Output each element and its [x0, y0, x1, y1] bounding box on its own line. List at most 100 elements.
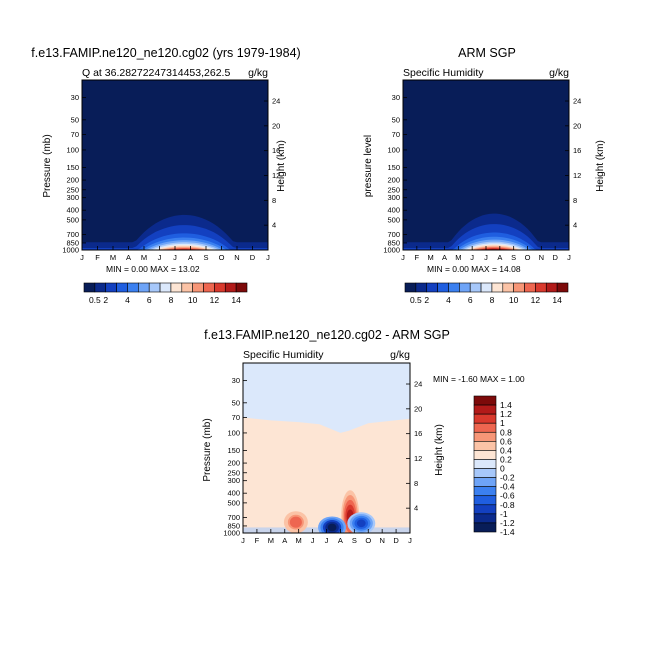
colorbar-model-label: 2 [103, 295, 108, 305]
colorbar-obs-swatch [469, 282, 482, 293]
colorbar-model-swatch [94, 282, 107, 293]
panel-obs-ytick-label: 300 [387, 193, 400, 202]
colorbar-obs-label: 14 [552, 295, 562, 305]
colorbar-obs-swatch [491, 282, 504, 293]
colorbar-model-swatch [138, 282, 150, 293]
panel-model-ytick-label: 100 [66, 145, 79, 154]
colorbar-difference-label: 0.6 [500, 436, 512, 446]
panel-model-xtick-label: A [126, 253, 131, 262]
panel-obs-ytick-right-label: 8 [573, 196, 577, 205]
colorbar-obs-label: 4 [446, 295, 451, 305]
panel-obs-ytick-label: 1000 [383, 246, 400, 255]
panel-obs-units: g/kg [549, 67, 569, 79]
panel-model-ytick-label: 300 [66, 193, 79, 202]
panel-difference-blob [356, 519, 366, 528]
panel-difference-ytick-label: 70 [232, 413, 240, 422]
panel-difference-ytick-label: 30 [232, 376, 240, 385]
panel-obs-ytick-label: 500 [387, 215, 400, 224]
panel-model-ytick-right-label: 12 [272, 171, 280, 180]
colorbar-obs-swatch [524, 282, 536, 293]
panel-model: f.e13.FAMIP.ne120_ne120.cg02 (yrs 1979-1… [31, 46, 300, 305]
colorbar-model-swatch [105, 282, 117, 293]
colorbar-model-label: 10 [188, 295, 198, 305]
colorbar-difference-swatch [473, 504, 497, 515]
colorbar-model-swatch [235, 282, 248, 293]
panel-obs-xtick-label: S [511, 253, 516, 262]
colorbar-model-swatch [203, 282, 215, 293]
colorbar-difference-swatch [473, 495, 497, 506]
panel-obs-xtick-label: J [401, 253, 405, 262]
panel-model-ytick-label: 150 [66, 163, 79, 172]
colorbar-obs-swatch [426, 282, 438, 293]
colorbar-difference: 1.41.210.80.60.40.20-0.2-0.4-0.6-0.8-1-1… [473, 395, 515, 537]
panel-model-stats: MIN = 0.00 MAX = 13.02 [106, 264, 200, 274]
panel-model-xtick-label: D [250, 253, 256, 262]
panel-obs-ytick-label: 30 [392, 93, 400, 102]
colorbar-difference-label: -0.4 [500, 482, 515, 492]
panel-difference-ytick-right-label: 24 [414, 380, 422, 389]
panel-model-ytick-label: 200 [66, 176, 79, 185]
colorbar-difference-label: -0.8 [500, 500, 515, 510]
panel-model-ytick-right-label: 24 [272, 97, 280, 106]
colorbar-obs-label: 12 [531, 295, 541, 305]
panel-model-ytick-label: 30 [71, 93, 79, 102]
panel-difference-ytick-label: 300 [227, 476, 240, 485]
panel-obs: ARM SGP Specific Humidity g/kg 305070100… [363, 46, 606, 305]
panel-difference-ytick-label: 700 [227, 513, 240, 522]
panel-obs-xtick-label: O [525, 253, 531, 262]
panel-model-xtick-label: S [203, 253, 208, 262]
panel-obs-title: ARM SGP [458, 46, 516, 60]
panel-difference: f.e13.FAMIP.ne120_ne120.cg02 - ARM SGP S… [202, 328, 525, 545]
panel-model-xtick-label: O [219, 253, 225, 262]
panel-difference-xtick-label: J [408, 536, 412, 545]
colorbar-model-label: 8 [169, 295, 174, 305]
panel-difference-ylabel-right: Height (km) [434, 424, 445, 476]
panel-difference-ytick-label: 500 [227, 498, 240, 507]
panel-obs-ytick-label: 400 [387, 206, 400, 215]
panel-model-ytick-label: 1000 [62, 246, 79, 255]
panel-difference-ytick-label: 850 [227, 521, 240, 530]
panel-obs-ytick-label: 70 [392, 130, 400, 139]
panel-difference-xtick-label: F [255, 536, 260, 545]
panel-obs-xtick-label: J [484, 253, 488, 262]
colorbar-model-swatch [148, 282, 161, 293]
panel-obs-xtick-label: A [442, 253, 447, 262]
colorbar-difference-label: -0.6 [500, 491, 515, 501]
panel-model-ytick-label: 250 [66, 185, 79, 194]
panel-model-ylabel-right: Height (km) [276, 140, 287, 192]
colorbar-difference-label: 1.2 [500, 409, 512, 419]
panel-difference-xtick-label: O [365, 536, 371, 545]
panel-difference-xtick-label: M [296, 536, 302, 545]
panel-difference-xtick-label: J [241, 536, 245, 545]
panel-model-subtitle: Q at 36.28272247314453,262.5 [82, 67, 230, 79]
colorbar-difference-label: -1.2 [500, 518, 515, 528]
colorbar-difference-swatch [473, 513, 497, 524]
colorbar-obs-swatch [502, 282, 514, 293]
colorbar-model-swatch [83, 282, 96, 293]
panel-model-xtick-label: F [95, 253, 100, 262]
panel-difference-xtick-label: N [379, 536, 384, 545]
panel-obs-ytick-label: 700 [387, 230, 400, 239]
panel-difference-ytick-right-label: 8 [414, 479, 418, 488]
panel-difference-ytick-label: 100 [227, 428, 240, 437]
panel-model-units: g/kg [248, 67, 268, 79]
colorbar-model: 0.5 2 4 6 8 10 12 14 [83, 282, 248, 305]
colorbar-obs-swatch [480, 282, 493, 293]
colorbar-difference-swatch [473, 422, 497, 433]
colorbar-difference-swatch [473, 459, 497, 469]
colorbar-obs: 0.5 2 4 6 8 10 12 14 [404, 282, 569, 305]
colorbar-obs-swatch [448, 282, 460, 293]
colorbar-obs-swatch [535, 282, 547, 293]
colorbar-obs-swatch [459, 282, 471, 293]
panel-difference-stats: MIN = -1.60 MAX = 1.00 [433, 374, 525, 384]
colorbar-difference-label: 1 [500, 418, 505, 428]
colorbar-obs-label: 2 [424, 295, 429, 305]
colorbar-difference-swatch [473, 404, 497, 415]
panel-obs-ytick-right-label: 24 [573, 97, 581, 106]
colorbar-difference-swatch [473, 450, 497, 460]
panel-obs-xtick-label: M [455, 253, 461, 262]
panel-obs-xtick-label: N [539, 253, 544, 262]
panel-obs-ytick-right-label: 4 [573, 221, 577, 230]
panel-model-ytick-right-label: 4 [272, 221, 276, 230]
